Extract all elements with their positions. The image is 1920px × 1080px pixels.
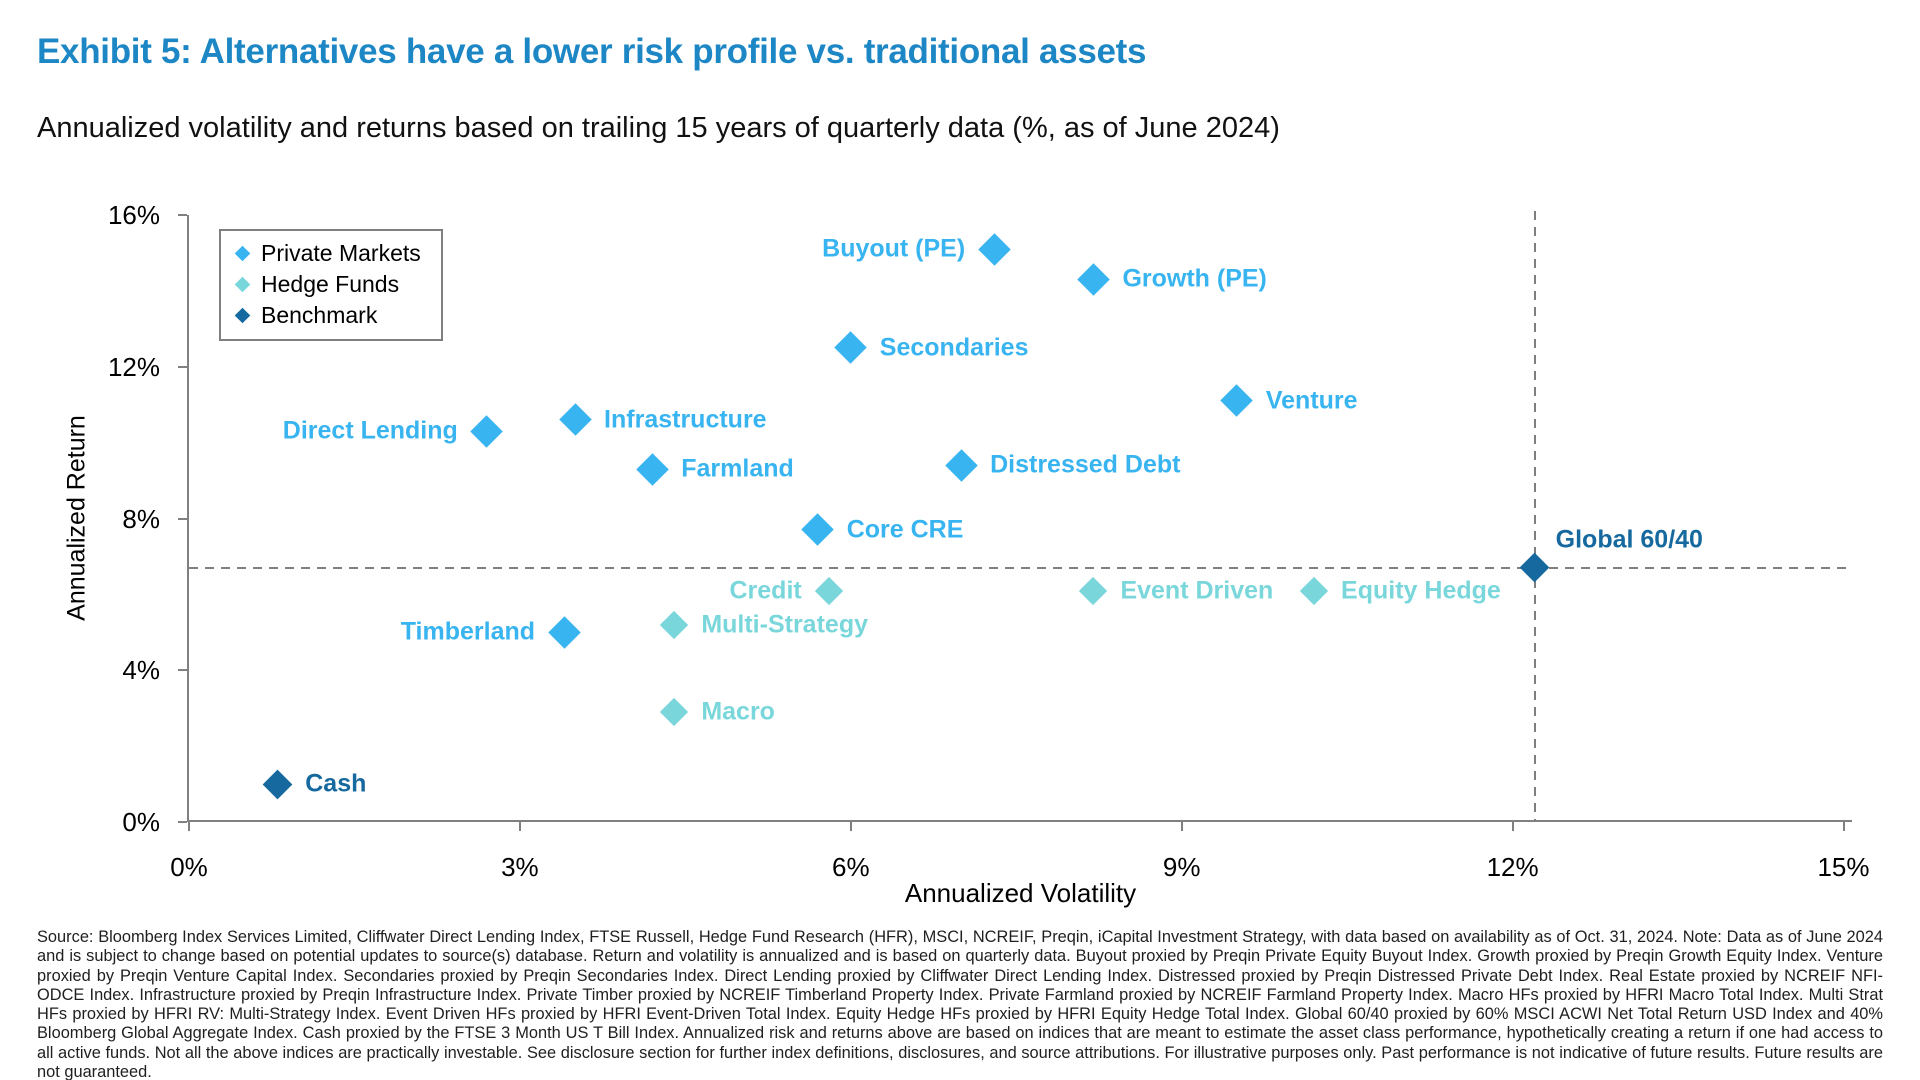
x-axis-tick-label: 9% [1162, 852, 1201, 882]
data-point-label: Credit [729, 576, 802, 605]
data-point-diamond [470, 414, 504, 448]
y-axis-tick [178, 669, 187, 672]
data-point-label: Venture [1265, 386, 1358, 415]
y-axis-tick-label: 8% [122, 503, 160, 534]
data-point-diamond [834, 331, 868, 365]
legend-item-label: Private Markets [261, 240, 421, 266]
benchmark-vertical-dashed-line [1533, 211, 1536, 822]
source-disclosure-text: Source: Bloomberg Index Services Limited… [37, 928, 1883, 1080]
y-axis-tick [178, 517, 187, 520]
data-point-label: Macro [701, 697, 775, 726]
data-point-label: Buyout (PE) [822, 234, 966, 263]
legend-item: Hedge Funds [233, 269, 429, 300]
x-axis-tick [1511, 822, 1514, 831]
data-point-label: Global 60/40 [1555, 525, 1703, 554]
x-axis-tick [1842, 822, 1845, 831]
data-point-diamond [262, 769, 293, 799]
y-axis-tick-label: 0% [122, 807, 160, 837]
data-point-diamond [1077, 263, 1110, 296]
data-point-label: Distressed Debt [990, 450, 1181, 479]
legend-diamond-icon [234, 245, 251, 262]
data-point-diamond [660, 697, 689, 727]
legend-item: Benchmark [233, 300, 429, 331]
benchmark-horizontal-dashed-line [189, 566, 1852, 569]
data-point-label: Infrastructure [604, 405, 767, 434]
y-axis-tick-label: 4% [122, 655, 160, 686]
data-point-label: Event Driven [1120, 576, 1274, 605]
data-point-diamond [635, 452, 669, 486]
data-point-label: Core CRE [846, 515, 964, 544]
data-point-label: Multi-Strategy [701, 610, 868, 639]
legend-diamond-icon [234, 276, 251, 293]
y-axis-tick [178, 365, 187, 368]
data-point-label: Growth (PE) [1122, 264, 1267, 293]
legend-item-label: Hedge Funds [261, 271, 400, 297]
data-point-diamond [1079, 576, 1108, 605]
x-axis-tick [1180, 822, 1183, 831]
x-axis-tick-label: 6% [832, 852, 870, 882]
x-axis-tick-label: 15% [1817, 852, 1870, 882]
x-axis-tick [518, 822, 521, 831]
x-axis-tick [188, 822, 190, 831]
x-axis-tick [849, 822, 852, 831]
data-point-diamond [558, 403, 592, 437]
data-point-diamond [1519, 552, 1550, 583]
data-point-diamond [944, 449, 978, 482]
y-axis-tick [178, 214, 187, 216]
data-point-diamond [547, 616, 581, 649]
chart-legend: Private Markets Hedge Funds Benchmark [219, 229, 443, 341]
y-axis-tick [178, 821, 187, 823]
x-axis-tick-label: 3% [501, 852, 539, 882]
data-point-diamond [801, 513, 834, 547]
data-point-diamond [660, 610, 689, 639]
x-axis-title: Annualized Volatility [904, 878, 1137, 908]
legend-item-label: Benchmark [261, 302, 378, 328]
data-point-label: Farmland [681, 454, 794, 483]
legend-diamond-icon [234, 307, 251, 324]
y-axis-tick-label: 16% [107, 200, 160, 230]
data-point-label: Secondaries [879, 333, 1029, 362]
data-point-diamond [1299, 576, 1329, 605]
data-point-diamond [977, 232, 1011, 266]
legend-item: Private Markets [233, 238, 429, 269]
data-point-label: Equity Hedge [1341, 576, 1501, 605]
y-axis-tick-label: 12% [107, 351, 160, 382]
data-point-label: Cash [305, 769, 367, 798]
data-point-diamond [1220, 384, 1254, 418]
x-axis-tick-label: 0% [170, 852, 208, 882]
scatter-plot-area: Annualized Return Annualized Volatility … [63, 200, 1870, 908]
data-point-diamond [814, 576, 843, 605]
data-point-label: Timberland [400, 617, 536, 646]
data-point-label: Direct Lending [282, 416, 458, 445]
page-title: Exhibit 5: Alternatives have a lower ris… [37, 32, 1147, 71]
page-subtitle: Annualized volatility and returns based … [37, 112, 1280, 144]
x-axis-tick-label: 12% [1486, 852, 1539, 882]
